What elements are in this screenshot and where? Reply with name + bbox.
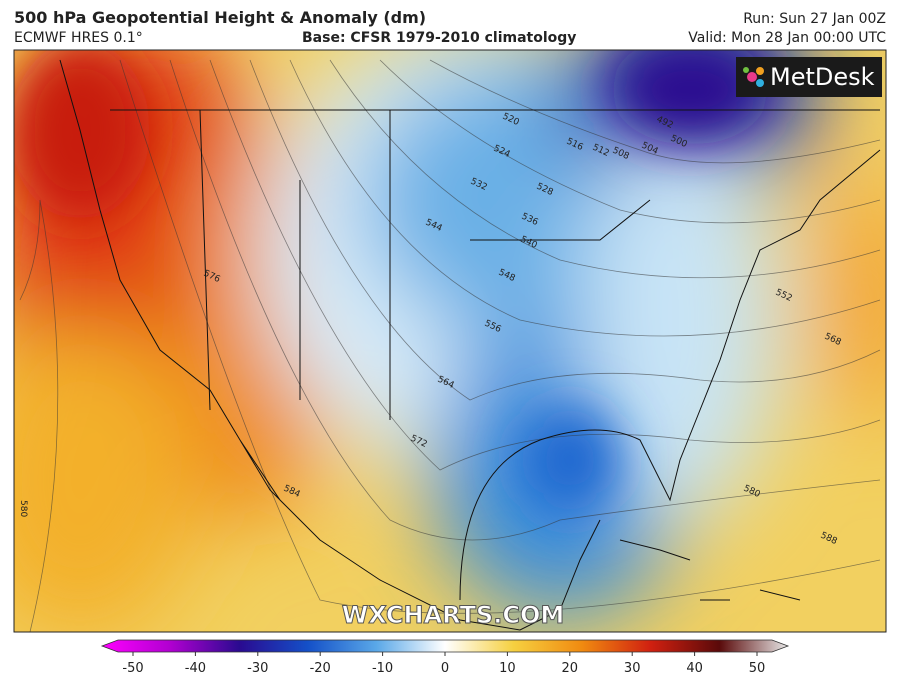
contour-label: 572: [409, 434, 429, 450]
colorbar: [100, 639, 790, 653]
contour-label: 528: [535, 182, 555, 198]
contour-label: 588: [819, 531, 839, 547]
colorbar-tick-label: -40: [185, 661, 206, 676]
colorbar-tick-label: 30: [624, 661, 641, 676]
logo-icon: [743, 67, 764, 87]
contour-label: 584: [282, 484, 302, 500]
contour-label: 516: [565, 137, 585, 153]
colorbar-tick-label: 10: [499, 661, 516, 676]
contour-label: 508: [611, 146, 631, 162]
model: ECMWF HRES 0.1°: [14, 30, 143, 46]
colorbar-tick-label: -30: [247, 661, 268, 676]
contour-label: 512: [591, 143, 611, 159]
contour-label: 524: [492, 144, 512, 160]
colorbar-tick-label: 50: [749, 661, 766, 676]
colorbar-tick-label: -10: [372, 661, 393, 676]
contours: [19, 59, 881, 632]
contour-label: 492: [655, 115, 675, 131]
map-frame: [13, 49, 887, 633]
contour-label: 544: [424, 218, 444, 234]
contour-label: 564: [436, 375, 456, 391]
colorbar-tick-label: -50: [122, 661, 143, 676]
colorbar-tick-label: -20: [310, 661, 331, 676]
contour-label: 580: [18, 500, 28, 517]
contour-label: 536: [520, 212, 540, 228]
base: Base: CFSR 1979-2010 climatology: [302, 30, 577, 46]
contour-labels: 520 524 516 512 508 504 492 500 532 528 544 536 540 5…: [18, 112, 843, 547]
contour-label: 500: [669, 134, 689, 150]
contour-label: 576: [202, 269, 222, 285]
colorbar-ticks: -50 -40 -30 -20 -10 0 10 20 30 40 50: [122, 652, 765, 676]
coastlines: [59, 59, 881, 631]
title: 500 hPa Geopotential Height & Anomaly (d…: [14, 8, 427, 27]
contour-label: 520: [501, 112, 521, 128]
valid: Valid: Mon 28 Jan 00:00 UTC: [688, 30, 886, 46]
logo: MetDesk: [770, 63, 875, 91]
run: Run: Sun 27 Jan 00Z: [743, 11, 886, 27]
colorbar-tick-label: 0: [441, 661, 449, 676]
contour-label: 540: [519, 235, 539, 251]
contour-label: 504: [640, 141, 660, 157]
logo-box: [736, 57, 882, 97]
colorbar-tick-label: 20: [562, 661, 579, 676]
contour-label: 548: [497, 268, 517, 284]
contour-label: 552: [774, 288, 794, 304]
contour-label: 568: [823, 332, 843, 348]
colorbar-tick-label: 40: [686, 661, 703, 676]
watermark: WXCHARTS.COM: [342, 601, 564, 629]
contour-label: 556: [483, 319, 503, 335]
contour-label: 532: [469, 177, 489, 193]
map-field: 520 524 516 512 508 504 492 500 532 528 544 536 540 5…: [14, 50, 886, 632]
contour-label: 580: [742, 484, 762, 500]
